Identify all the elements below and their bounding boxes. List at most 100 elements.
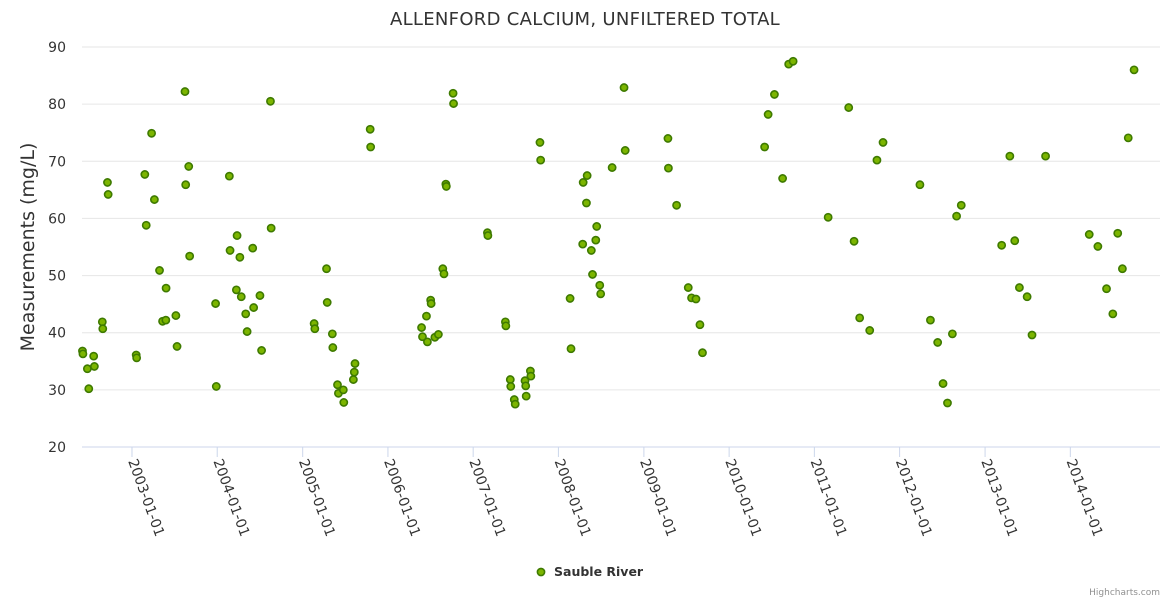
data-point[interactable] <box>211 382 221 391</box>
data-point[interactable] <box>241 309 251 319</box>
data-point[interactable] <box>1041 151 1050 161</box>
data-point[interactable] <box>439 269 449 279</box>
data-point[interactable] <box>521 391 531 401</box>
data-point[interactable] <box>350 359 360 368</box>
data-point[interactable] <box>185 251 195 261</box>
data-point[interactable] <box>619 83 629 92</box>
data-point[interactable] <box>855 313 865 323</box>
data-point[interactable] <box>698 348 707 358</box>
data-point[interactable] <box>426 299 436 308</box>
data-point[interactable] <box>103 178 112 187</box>
data-point[interactable] <box>322 298 332 307</box>
data-point[interactable] <box>578 178 588 187</box>
data-point[interactable] <box>595 280 605 290</box>
data-point[interactable] <box>823 212 833 222</box>
data-point[interactable] <box>521 381 531 391</box>
data-point[interactable] <box>249 303 259 312</box>
data-point[interactable] <box>663 134 673 143</box>
data-point[interactable] <box>225 246 235 255</box>
data-point[interactable] <box>526 371 536 381</box>
data-point[interactable] <box>1129 65 1139 75</box>
data-point[interactable] <box>501 321 511 331</box>
data-point[interactable] <box>915 180 925 190</box>
data-point[interactable] <box>1102 284 1111 294</box>
data-point[interactable] <box>78 349 88 359</box>
data-point[interactable] <box>591 235 601 245</box>
data-point[interactable] <box>510 399 520 409</box>
data-point[interactable] <box>566 344 576 354</box>
data-point[interactable] <box>592 222 602 231</box>
data-point[interactable] <box>844 103 854 112</box>
data-point[interactable] <box>664 163 673 173</box>
data-point[interactable] <box>235 252 245 262</box>
data-point[interactable] <box>248 243 258 253</box>
data-point[interactable] <box>441 182 451 191</box>
data-point[interactable] <box>1084 230 1094 239</box>
data-point[interactable] <box>310 324 320 334</box>
data-point[interactable] <box>132 353 142 363</box>
data-point[interactable] <box>365 124 375 134</box>
data-point[interactable] <box>333 380 342 390</box>
data-point[interactable] <box>84 384 94 394</box>
data-point[interactable] <box>865 326 875 335</box>
data-point[interactable] <box>180 87 190 96</box>
data-point[interactable] <box>1022 292 1032 302</box>
data-point[interactable] <box>181 180 191 190</box>
data-point[interactable] <box>89 362 99 371</box>
data-point[interactable] <box>565 294 575 303</box>
data-point[interactable] <box>1123 133 1133 143</box>
data-point[interactable] <box>1015 283 1024 292</box>
data-point[interactable] <box>933 338 943 347</box>
data-point[interactable] <box>506 382 516 391</box>
data-point[interactable] <box>232 231 242 240</box>
data-point[interactable] <box>778 174 788 183</box>
data-point[interactable] <box>184 162 194 171</box>
data-point[interactable] <box>224 171 234 181</box>
data-point[interactable] <box>943 398 952 408</box>
data-point[interactable] <box>266 96 275 106</box>
data-point[interactable] <box>695 320 705 330</box>
data-point[interactable] <box>582 171 592 180</box>
data-point[interactable] <box>1108 309 1118 319</box>
data-point[interactable] <box>938 379 948 388</box>
data-point[interactable] <box>956 200 966 210</box>
data-point[interactable] <box>338 385 348 395</box>
data-point[interactable] <box>672 200 681 210</box>
data-point[interactable] <box>483 231 493 240</box>
data-point[interactable] <box>691 294 701 304</box>
data-point[interactable] <box>448 88 458 98</box>
data-point[interactable] <box>255 291 265 300</box>
data-point[interactable] <box>952 211 961 221</box>
data-point[interactable] <box>536 155 546 165</box>
data-point[interactable] <box>349 367 359 377</box>
data-point[interactable] <box>366 142 376 152</box>
data-point[interactable] <box>620 146 630 155</box>
data-point[interactable] <box>878 138 888 147</box>
data-point[interactable] <box>607 163 617 172</box>
data-point[interactable] <box>596 289 606 299</box>
data-point[interactable] <box>872 155 882 165</box>
data-point[interactable] <box>449 99 458 108</box>
data-point[interactable] <box>211 299 220 308</box>
data-point[interactable] <box>422 311 431 321</box>
data-point[interactable] <box>327 329 337 339</box>
data-point[interactable] <box>788 56 798 66</box>
data-point[interactable] <box>172 342 182 351</box>
legend-marker-icon[interactable] <box>536 567 546 577</box>
data-point[interactable] <box>161 315 171 325</box>
data-point[interactable] <box>236 292 246 302</box>
data-point[interactable] <box>535 138 545 147</box>
data-point[interactable] <box>328 343 338 352</box>
data-point[interactable] <box>1093 242 1103 251</box>
data-point[interactable] <box>140 170 150 179</box>
data-point[interactable] <box>98 324 108 334</box>
data-point[interactable] <box>161 283 171 293</box>
data-point[interactable] <box>1005 151 1015 161</box>
data-point[interactable] <box>147 128 156 138</box>
data-point[interactable] <box>103 190 113 199</box>
data-point[interactable] <box>257 346 266 355</box>
data-point[interactable] <box>947 329 957 339</box>
data-point[interactable] <box>997 240 1007 250</box>
data-point[interactable] <box>1027 330 1037 340</box>
data-point[interactable] <box>348 375 358 384</box>
